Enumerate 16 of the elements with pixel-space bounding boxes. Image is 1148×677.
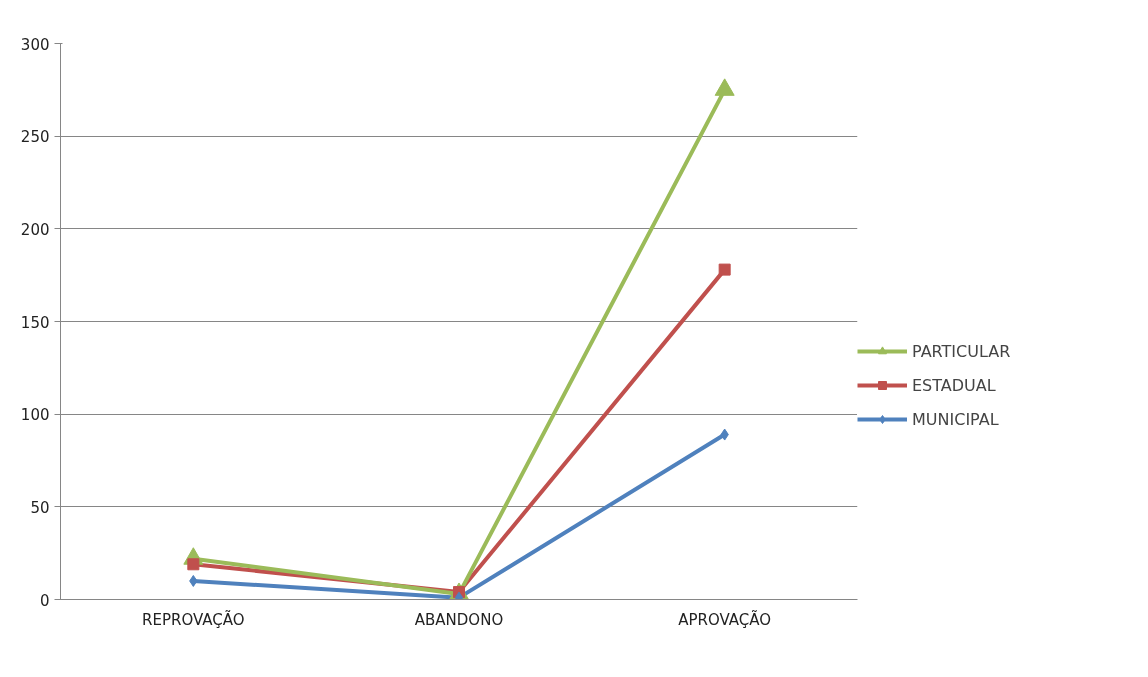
legend-label: ESTADUAL <box>912 375 996 395</box>
point <box>718 263 731 276</box>
legend-label: PARTICULAR <box>912 341 1011 361</box>
x-tick-label: ABANDONO <box>414 610 504 629</box>
x-tick-label: REPROVAÇÃO <box>142 609 245 629</box>
y-tick-label: 100 <box>20 406 50 425</box>
y-tick-label: 200 <box>20 220 50 239</box>
y-tick-label: 300 <box>20 35 50 54</box>
y-tick-label: 150 <box>20 313 50 332</box>
y-tick-label: 50 <box>30 498 50 517</box>
y-tick-label: 0 <box>39 591 50 610</box>
y-tick-label: 250 <box>20 128 50 147</box>
x-tick-label: APROVAÇÃO <box>678 609 772 629</box>
point <box>714 78 735 96</box>
point <box>187 558 200 571</box>
legend-label: MUNICIPAL <box>912 409 999 429</box>
